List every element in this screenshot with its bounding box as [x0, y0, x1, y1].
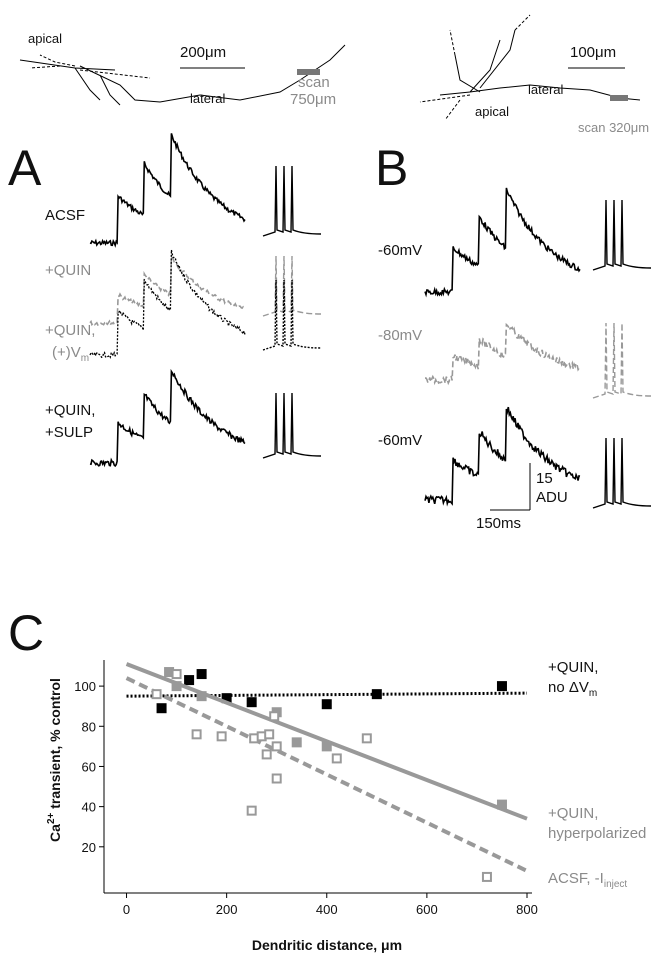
panel-letter: C	[8, 605, 44, 661]
y-tick-label: 20	[82, 840, 96, 855]
condition: -60mV	[378, 432, 422, 449]
point	[196, 691, 207, 702]
trace	[424, 406, 581, 507]
point	[151, 689, 162, 700]
x-tick-label: 0	[123, 902, 130, 917]
label: scan	[298, 74, 330, 91]
y-tick-label: 100	[74, 679, 96, 694]
legend-label: hyperpolarized	[548, 825, 646, 842]
x-tick-label: 600	[416, 902, 438, 917]
label: apical	[475, 104, 509, 119]
legend-text: +QUIN,	[548, 659, 598, 676]
fit-line	[126, 691, 528, 698]
point	[216, 731, 227, 742]
condition: -80mV	[378, 327, 422, 344]
condition: +QUIN,	[45, 322, 95, 339]
point	[246, 697, 257, 708]
x-tick-label: 800	[516, 902, 538, 917]
spikes	[592, 437, 652, 509]
point	[496, 681, 507, 692]
y-tick-label: 60	[82, 759, 96, 774]
trace	[425, 322, 581, 386]
panel-letter: A	[8, 140, 42, 196]
legend-label: +QUIN,	[548, 659, 598, 676]
legend-sub: inject	[604, 879, 628, 890]
point	[264, 729, 275, 740]
scale-label: ADU	[536, 489, 568, 506]
x-axis-label: Dendritic distance, μm	[252, 937, 402, 953]
trace	[89, 249, 246, 359]
point	[164, 667, 175, 678]
panel-letter: B	[375, 140, 408, 196]
point	[196, 669, 207, 680]
point	[191, 729, 202, 740]
label: apical	[28, 31, 62, 46]
y-tick-label: 80	[82, 719, 96, 734]
condition: ACSF	[45, 207, 85, 224]
spikes	[592, 199, 652, 271]
y-axis-label: Ca2+ transient, % control	[46, 678, 63, 842]
spikes	[262, 279, 322, 351]
label: scan 320μm	[578, 120, 649, 135]
point	[291, 737, 302, 748]
traces	[89, 133, 652, 509]
decoration	[19, 14, 641, 511]
label: lateral	[528, 82, 564, 97]
y-tick-label: 40	[82, 800, 96, 815]
scale-label: 150ms	[476, 515, 521, 532]
point	[156, 703, 167, 714]
x-tick-label: 400	[316, 902, 338, 917]
legend-text: +QUIN,	[548, 805, 598, 822]
trace	[89, 253, 246, 327]
point	[261, 749, 272, 760]
fit-line	[125, 662, 528, 821]
scale-label: 200μm	[180, 44, 226, 61]
spikes	[592, 322, 652, 399]
point	[184, 675, 195, 686]
spikes	[262, 392, 322, 459]
scale-label: 100μm	[570, 44, 616, 61]
fit-line	[125, 676, 528, 873]
legend-text: no ΔV	[548, 679, 589, 696]
point	[171, 669, 182, 680]
point	[221, 693, 232, 704]
legend-label: ACSF, -Iinject	[548, 870, 627, 890]
legend-sub: m	[589, 688, 597, 699]
spikes	[262, 165, 322, 237]
trace	[89, 133, 246, 248]
condition: -60mV	[378, 242, 422, 259]
point	[321, 741, 332, 752]
legend-label: no ΔVm	[548, 679, 597, 699]
point	[321, 699, 332, 710]
point	[331, 753, 342, 764]
trace	[424, 187, 581, 298]
label: 750μm	[290, 91, 336, 108]
legend-label: +QUIN,	[548, 805, 598, 822]
point	[371, 689, 382, 700]
point	[271, 773, 282, 784]
scale-label: 15	[536, 470, 553, 487]
spikes	[262, 255, 322, 317]
x-tick-label: 200	[216, 902, 238, 917]
condition: +QUIN	[45, 262, 91, 279]
condition: +QUIN,	[45, 402, 95, 419]
condition: +SULP	[45, 424, 93, 441]
point	[481, 871, 492, 882]
point	[171, 681, 182, 692]
legend-text: ACSF, -I	[548, 870, 604, 887]
condition: (+)Vm	[52, 344, 89, 364]
point	[271, 741, 282, 752]
point	[361, 733, 372, 744]
legend-text: hyperpolarized	[548, 825, 646, 842]
point	[496, 799, 507, 810]
trace	[89, 368, 246, 468]
point	[246, 805, 257, 816]
label: lateral	[190, 91, 226, 106]
point	[269, 711, 280, 722]
